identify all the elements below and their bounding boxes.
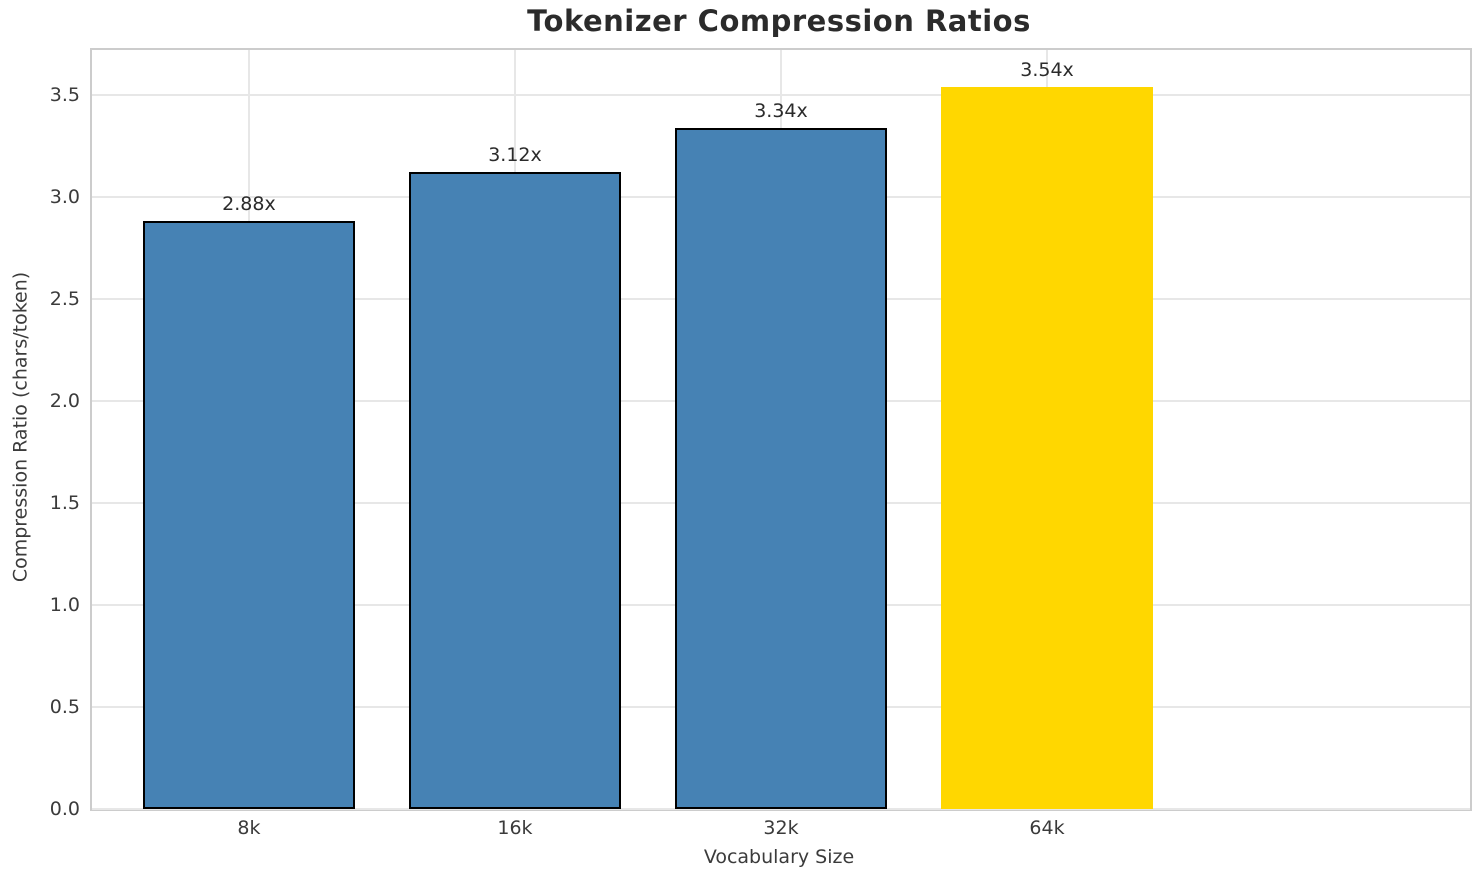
x-tick-label: 64k xyxy=(1029,817,1065,839)
x-axis-label: Vocabulary Size xyxy=(703,846,855,868)
bar-16k xyxy=(408,172,622,809)
y-tick-label: 0.5 xyxy=(49,695,80,718)
bar-value-label: 3.34x xyxy=(754,99,808,122)
y-tick-label: 1.0 xyxy=(49,593,80,616)
bar-32k xyxy=(674,127,888,809)
y-tick-label: 2.5 xyxy=(49,287,80,310)
bar-value-label: 2.88x xyxy=(222,193,276,216)
y-tick-label: 2.0 xyxy=(49,389,80,412)
y-tick-label: 0.0 xyxy=(49,798,80,820)
bar-64k xyxy=(940,86,1154,809)
y-tick-label: 3.5 xyxy=(49,83,80,106)
chart-title: Tokenizer Compression Ratios xyxy=(527,4,1031,38)
bar-8k xyxy=(142,221,356,809)
bar-value-label: 3.12x xyxy=(488,144,542,167)
y-tick-label: 1.5 xyxy=(49,491,80,514)
y-axis-label: Compression Ratio (chars/token) xyxy=(9,271,32,583)
x-tick-label: 32k xyxy=(763,817,799,839)
plot-area: 2.88x 3.12x 3.34x 3.54x xyxy=(90,48,1472,811)
y-tick-label: 3.0 xyxy=(49,185,80,208)
x-tick-label: 8k xyxy=(237,817,261,839)
bar-value-label: 3.54x xyxy=(1020,58,1074,81)
x-tick-label: 16k xyxy=(497,817,533,839)
gridline-h xyxy=(92,808,1470,810)
